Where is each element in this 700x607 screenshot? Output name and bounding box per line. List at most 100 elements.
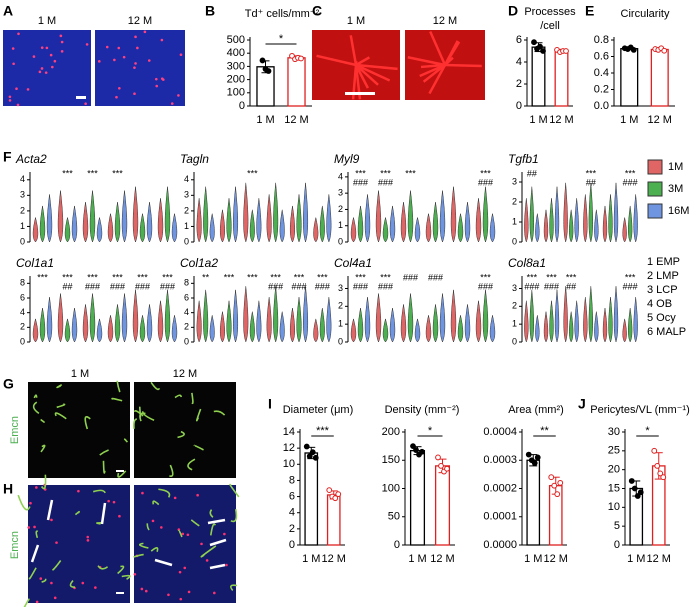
cell-type: 3 LCP <box>647 284 678 296</box>
vessel <box>209 509 214 518</box>
violin <box>313 217 319 243</box>
cell-dot <box>118 86 121 90</box>
chart-title: Pericytes/VL (mm⁻¹) <box>590 404 690 416</box>
violin <box>475 300 482 343</box>
violin <box>64 318 71 343</box>
cell-type: 5 Ocy <box>647 312 676 324</box>
scale-bar <box>116 470 124 472</box>
significance: *** <box>112 168 123 178</box>
y-tick-label: 1 <box>512 216 517 226</box>
violin <box>633 297 638 343</box>
violin <box>583 297 588 343</box>
cell-dot <box>49 53 53 57</box>
panel-letter: F <box>3 149 12 165</box>
cell-dot <box>105 45 109 49</box>
violin <box>46 297 53 343</box>
violin <box>439 293 446 343</box>
violin <box>482 289 489 343</box>
process <box>407 56 446 67</box>
data-point <box>303 443 310 450</box>
process <box>355 64 379 86</box>
cell-dot <box>187 590 191 594</box>
vessel <box>195 408 202 422</box>
micrograph-g1 <box>28 382 130 478</box>
process <box>349 35 358 66</box>
x-tick-label: 12 M <box>284 114 308 126</box>
violin <box>439 190 446 243</box>
image-label: 12 M <box>433 15 457 27</box>
chart-title: Processes <box>524 6 576 18</box>
data-point <box>548 474 555 481</box>
violin <box>357 307 364 343</box>
y-tick-label: 3 <box>512 176 517 186</box>
image-label: 12 M <box>128 15 152 27</box>
vessel <box>230 584 238 591</box>
stain-label: Emcn <box>9 416 21 444</box>
violin <box>414 318 421 343</box>
vessel <box>23 598 30 607</box>
vessel <box>117 565 125 575</box>
data-point <box>435 454 441 461</box>
significance: ### <box>478 177 493 187</box>
violin <box>296 297 302 343</box>
chart-title: Area (mm²) <box>508 404 564 416</box>
vessel <box>229 483 240 498</box>
y-tick-label: 30 <box>608 426 620 438</box>
cell-dot <box>40 67 44 70</box>
y-tick-label: 0 <box>338 336 343 346</box>
cell-dot <box>183 566 187 570</box>
violin <box>543 209 549 243</box>
significance: ### <box>378 281 393 291</box>
violin <box>563 182 568 243</box>
y-tick-label: 4 <box>516 56 522 68</box>
vessel <box>191 392 194 405</box>
vessel <box>117 470 127 478</box>
y-tick-label: 2 <box>20 205 25 215</box>
y-tick-label: 0 <box>614 539 620 551</box>
cell-type: 4 OB <box>647 298 672 310</box>
significance: ### <box>524 281 539 291</box>
x-tick-label: 1 M <box>620 114 638 126</box>
violin <box>450 186 457 243</box>
cell-dot <box>118 514 121 518</box>
y-tick-label: 3 <box>20 190 25 200</box>
violin <box>171 315 178 343</box>
vessel <box>200 545 217 558</box>
vessel <box>54 412 67 420</box>
x-tick-label: 12 M <box>544 553 568 565</box>
violin <box>389 307 396 343</box>
vessel <box>111 397 123 402</box>
bar <box>620 48 639 107</box>
process <box>355 56 371 67</box>
violin <box>132 289 139 343</box>
violin <box>364 194 371 243</box>
data-point <box>413 447 419 453</box>
violin <box>364 297 371 343</box>
data-point <box>557 479 564 486</box>
vessel <box>190 519 200 527</box>
violin <box>535 213 540 243</box>
significance: ### <box>428 272 443 282</box>
violin <box>82 304 89 343</box>
arrows <box>30 499 227 570</box>
vessel <box>152 500 160 506</box>
violin <box>549 198 554 243</box>
y-tick-label: 4 <box>20 307 25 317</box>
data-point <box>534 454 541 461</box>
y-tick-label: 0 <box>239 100 245 112</box>
y-tick-label: 6 <box>20 292 25 302</box>
violin <box>121 293 128 343</box>
y-tick-label: 3 <box>338 188 343 198</box>
significance: *** <box>586 168 597 178</box>
vessel <box>133 553 144 558</box>
violin <box>613 286 619 343</box>
vessel <box>146 523 150 531</box>
violin <box>266 297 272 343</box>
bar <box>554 50 569 107</box>
y-tick-label: 10 <box>608 501 620 513</box>
cell-dot <box>26 88 30 91</box>
significance: *** <box>625 272 636 282</box>
y-tick-label: 100 <box>382 482 400 494</box>
significance: *** <box>247 168 258 178</box>
cell-dot <box>122 55 126 59</box>
